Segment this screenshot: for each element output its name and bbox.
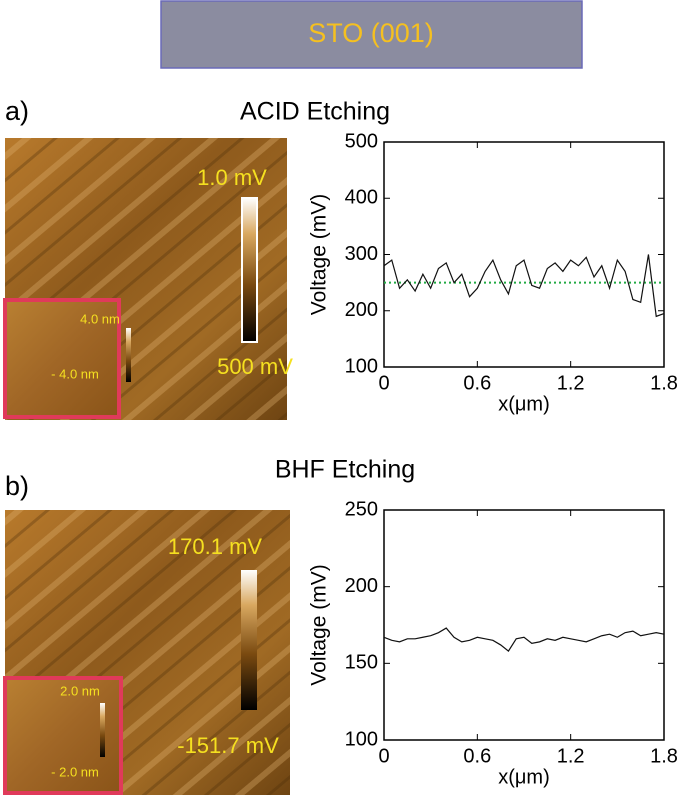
banner <box>160 0 583 69</box>
x-tick-label: 1.2 <box>557 745 585 767</box>
y-tick-label: 150 <box>345 652 378 674</box>
x-tick-label: 1.8 <box>650 745 678 767</box>
colorbar <box>241 197 258 343</box>
y-tick-label: 200 <box>345 575 378 597</box>
panel-label: a) <box>5 96 29 126</box>
y-tick-label: 200 <box>345 299 378 321</box>
colorbar <box>241 570 257 710</box>
y-axis-label: Voltage (mV) <box>308 564 331 685</box>
chart-title: BHF Etching <box>275 456 415 484</box>
plot-frame <box>383 141 665 368</box>
inset-bottom: - 2.0 nm <box>51 764 99 779</box>
x-axis-label: x(μm) <box>498 393 550 415</box>
x-tick-label: 1.2 <box>557 372 585 394</box>
x-tick-label: 0 <box>378 745 389 767</box>
inset-colorbar <box>126 328 131 382</box>
x-tick-label: 0.6 <box>463 372 491 394</box>
panel-label: b) <box>5 471 29 501</box>
y-tick-label: 300 <box>345 243 378 265</box>
y-axis-label: Voltage (mV) <box>308 194 331 315</box>
inset-top: 2.0 nm <box>60 683 100 698</box>
scale-top: 170.1 mV <box>168 534 262 559</box>
scale-bottom: -151.7 mV <box>177 733 279 758</box>
y-tick-label: 100 <box>345 355 378 377</box>
scale-top: 1.0 mV <box>197 165 267 190</box>
inset-top: 4.0 nm <box>80 311 120 326</box>
x-tick-label: 0.6 <box>463 745 491 767</box>
data-line <box>383 627 665 652</box>
x-axis-label: x(μm) <box>498 766 550 788</box>
inset-colorbar <box>100 703 105 757</box>
y-tick-label: 250 <box>345 498 378 520</box>
y-tick-label: 500 <box>345 130 378 152</box>
data-line <box>383 254 665 318</box>
inset-image <box>3 298 121 419</box>
y-tick-label: 400 <box>345 187 378 209</box>
x-tick-label: 1.8 <box>650 372 678 394</box>
inset-bottom: - 4.0 nm <box>51 366 99 381</box>
banner-title: STO (001) <box>308 18 434 48</box>
chart-title: ACID Etching <box>240 98 390 126</box>
y-tick-label: 100 <box>345 728 378 750</box>
x-tick-label: 0 <box>378 372 389 394</box>
scale-bottom: 500 mV <box>217 354 293 379</box>
plot-frame <box>383 509 665 741</box>
